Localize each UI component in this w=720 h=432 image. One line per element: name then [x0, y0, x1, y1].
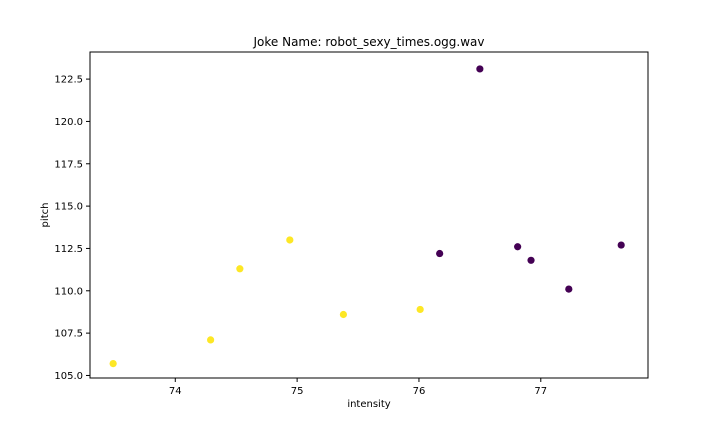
y-axis-ticks: 105.0 107.5 110.0 112.5 115.0 117.5 120.0 122.5	[54, 75, 90, 382]
scatter-point	[109, 360, 117, 368]
chart-title: Joke Name: robot_sexy_times.ogg.wav	[253, 35, 485, 49]
x-tick-label: 76	[413, 386, 426, 397]
data-points	[109, 65, 625, 368]
scatter-point	[565, 285, 573, 293]
y-axis-label: pitch	[40, 203, 51, 228]
y-tick-label: 122.5	[54, 75, 83, 86]
scatter-point	[339, 310, 348, 319]
x-axis-label: intensity	[347, 399, 390, 410]
y-tick-label: 107.5	[54, 329, 83, 340]
x-axis-ticks: 74 75 76 77	[169, 378, 547, 397]
scatter-point	[436, 249, 444, 258]
y-tick-label: 110.0	[54, 286, 83, 297]
x-tick-label: 75	[291, 386, 304, 397]
x-tick-label: 74	[169, 386, 182, 397]
y-tick-label: 105.0	[54, 371, 83, 382]
scatter-point	[527, 256, 535, 264]
scatter-point	[617, 241, 625, 249]
scatter-point	[286, 236, 294, 244]
scatter-point	[207, 336, 215, 344]
y-tick-label: 120.0	[54, 117, 83, 128]
scatter-point	[236, 265, 244, 273]
scatter-point	[476, 65, 484, 73]
scatter-point	[514, 243, 522, 251]
x-tick-label: 77	[534, 386, 547, 397]
y-tick-label: 117.5	[54, 159, 83, 170]
plot-area	[89, 51, 649, 379]
scatter-point	[416, 305, 424, 314]
y-tick-label: 112.5	[54, 244, 83, 255]
y-tick-label: 115.0	[54, 202, 83, 213]
